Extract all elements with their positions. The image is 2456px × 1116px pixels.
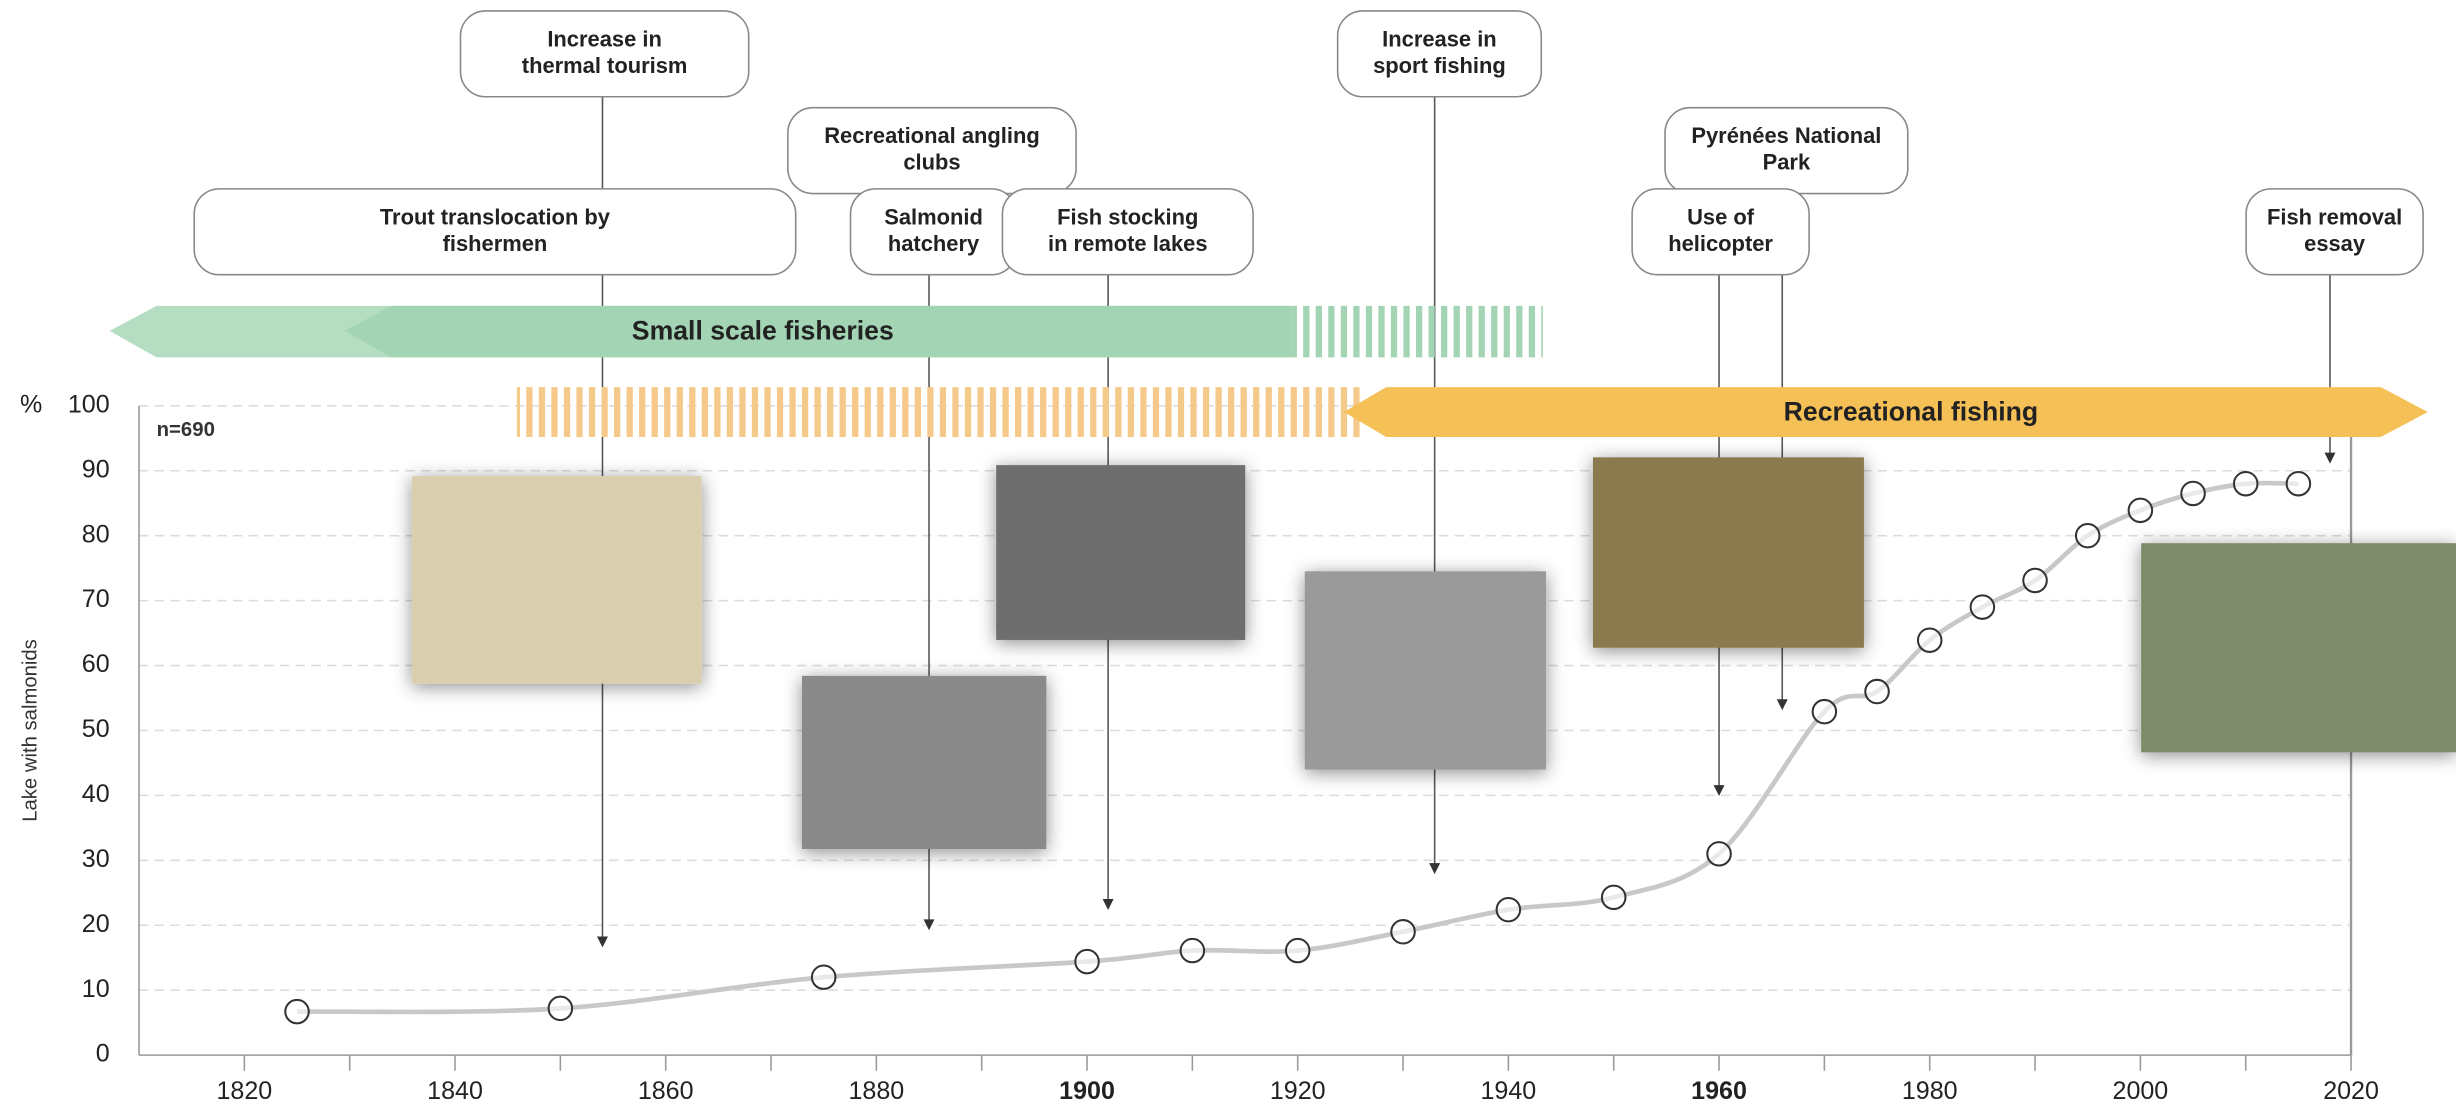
data-point: [810, 964, 837, 990]
data-point: [1969, 594, 1996, 620]
data-point: [284, 998, 310, 1025]
event-box: [459, 10, 750, 98]
arrow-head: [597, 936, 608, 948]
data-point: [547, 995, 574, 1022]
event-label: Recreational angling: [824, 123, 1040, 148]
y-tick-label: 30: [82, 845, 110, 873]
data-point: [1864, 678, 1890, 705]
event-label: fishermen: [443, 231, 548, 256]
event-label: Use of: [1687, 204, 1755, 229]
photo: [2141, 543, 2456, 753]
arrow-head: [1713, 785, 1725, 797]
event-label: Fish removal: [2267, 204, 2402, 229]
arrow-head: [1102, 899, 1114, 910]
x-tick-label: 1920: [1270, 1077, 1326, 1105]
x-tick-label: 1880: [848, 1077, 904, 1105]
data-point: [1916, 627, 1943, 653]
y-unit: %: [20, 390, 42, 418]
event-label: Salmonid: [884, 204, 983, 229]
y-axis-label: Lake with salmonids: [20, 639, 42, 822]
photo: [1304, 571, 1546, 770]
arrow-head: [1429, 863, 1441, 875]
period-label: Small scale fisheries: [632, 316, 894, 346]
y-tick-label: 80: [82, 520, 110, 548]
data-point: [1179, 937, 1206, 964]
data-point: [1811, 698, 1838, 725]
data-point: [1600, 884, 1627, 911]
data-point: [1495, 896, 1522, 923]
data-point: [2022, 567, 2048, 594]
event-label: Trout translocation by: [380, 204, 611, 229]
x-tick-label: 1940: [1481, 1077, 1537, 1105]
y-tick-label: 90: [82, 455, 110, 483]
band: [344, 305, 1293, 358]
x-tick-label: 1820: [216, 1077, 272, 1105]
arrow-head: [923, 919, 935, 931]
event-label: helicopter: [1668, 231, 1773, 256]
event-box: [1631, 188, 1810, 276]
main-layer: 0 10 20 30 40 50 60 70 80 90 100% Lake with salmoni…: [20, 10, 2424, 1105]
band-fade: [516, 387, 1363, 438]
photo: [1592, 457, 1864, 648]
data-point: [2127, 497, 2154, 524]
y-tick-label: 0: [96, 1040, 110, 1068]
event-label: sport fishing: [1373, 53, 1506, 78]
event-box: [193, 188, 797, 276]
data-point: [1390, 919, 1416, 945]
event-label: Increase in: [1382, 26, 1497, 51]
period-label: Recreational fishing: [1784, 397, 2038, 427]
data-point: [2074, 522, 2101, 549]
x-tick-label: 1900: [1059, 1077, 1115, 1105]
photo: [411, 476, 702, 684]
y-tick-label: 60: [82, 650, 110, 678]
data-point: [1706, 841, 1732, 867]
arrow-head: [2324, 452, 2336, 464]
data-point: [1284, 937, 1311, 964]
band-layer: Small scale fisheries Recreational fishin…: [109, 305, 2428, 438]
data-point: [1074, 948, 1100, 975]
x-tick-label: 1860: [638, 1077, 694, 1105]
y-tick-label: 100: [68, 390, 110, 418]
x-tick-label: 1980: [1902, 1077, 1958, 1105]
y-tick-label: 70: [82, 585, 110, 613]
y-tick-label: 40: [82, 780, 110, 808]
data-point: [2232, 471, 2259, 497]
event-label: thermal tourism: [522, 53, 688, 78]
y-tick-label: 10: [82, 975, 110, 1003]
y-tick-label: 50: [82, 715, 110, 743]
event-label: Fish stocking: [1057, 204, 1198, 229]
band-fade: [1292, 305, 1543, 358]
y-tick-label: 20: [82, 910, 110, 938]
event-label: Pyrénées National: [1691, 123, 1881, 148]
note: n=690: [157, 419, 215, 441]
band: [1343, 387, 2428, 438]
event-label: in remote lakes: [1048, 231, 1208, 256]
data-point: [2180, 480, 2206, 507]
event-label: Increase in: [547, 26, 662, 51]
event-label: essay: [2304, 231, 2366, 256]
x-tick-label: 1840: [427, 1077, 483, 1105]
event-box: [1001, 188, 1254, 276]
event-box: [1336, 10, 1543, 98]
x-tick-label: 2020: [2323, 1077, 2379, 1105]
event-label: hatchery: [888, 231, 980, 256]
event-label: Park: [1763, 150, 1811, 175]
arrow-head: [1776, 699, 1788, 711]
event-label: clubs: [903, 150, 960, 175]
x-tick-label: 1960: [1691, 1077, 1747, 1105]
data-point: [2285, 471, 2312, 497]
x-tick-label: 2000: [2113, 1077, 2169, 1105]
photo: [996, 465, 1246, 640]
photo-layer: [411, 457, 2456, 850]
photo: [801, 675, 1047, 850]
event-box: [2245, 188, 2424, 276]
